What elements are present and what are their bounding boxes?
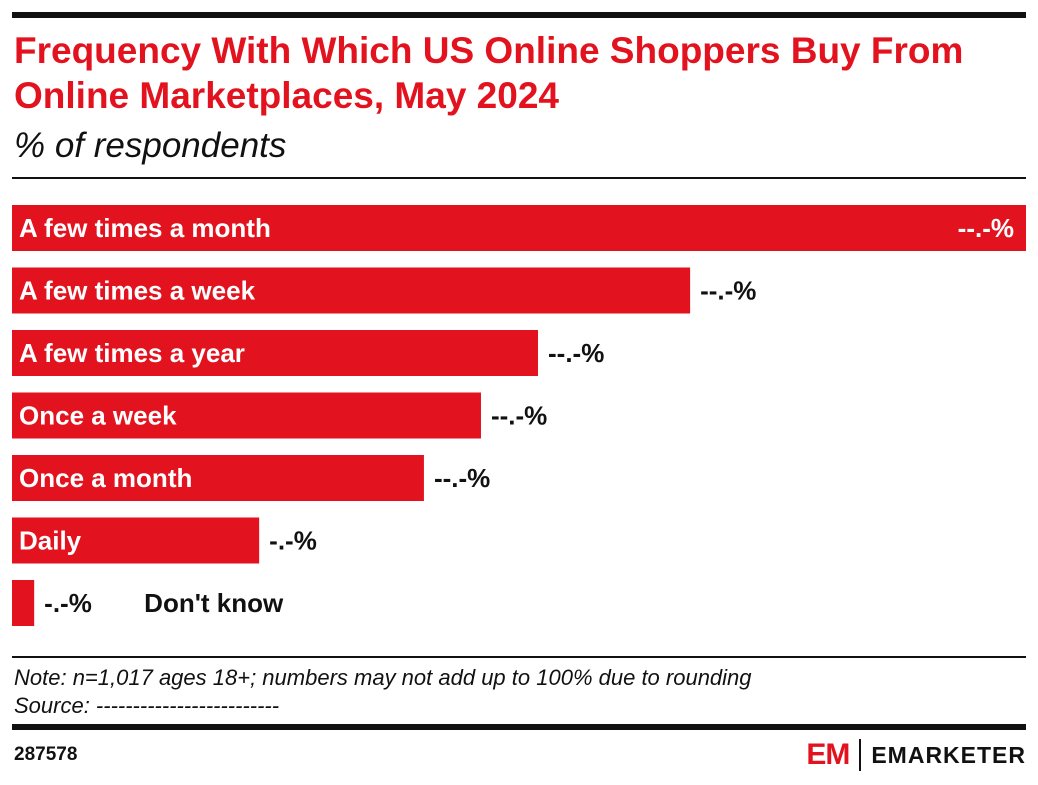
bar bbox=[12, 455, 424, 501]
value-label: -.-% bbox=[44, 588, 92, 618]
logo-separator bbox=[859, 739, 862, 771]
value-label: --.-% bbox=[434, 463, 490, 493]
value-label: --.-% bbox=[548, 338, 604, 368]
chart-note: Note: n=1,017 ages 18+; numbers may not … bbox=[14, 665, 752, 690]
chart-title: Frequency With Which US Online Shoppers … bbox=[14, 30, 964, 116]
category-label: Once a month bbox=[19, 463, 192, 493]
top-rule bbox=[12, 12, 1026, 18]
category-label: A few times a year bbox=[19, 338, 245, 368]
value-label: --.-% bbox=[700, 276, 756, 306]
bar bbox=[12, 205, 1026, 251]
chart-source: Source: ------------------------- bbox=[14, 693, 280, 718]
bar bbox=[12, 517, 260, 564]
category-label: Once a week bbox=[19, 401, 177, 431]
category-label: Daily bbox=[19, 526, 82, 556]
title-divider bbox=[12, 177, 1026, 179]
emarketer-logo[interactable]: EM EMARKETER bbox=[806, 738, 1026, 772]
note-divider bbox=[12, 656, 1026, 658]
chart-id: 287578 bbox=[14, 744, 78, 765]
category-label: Don't know bbox=[144, 588, 284, 618]
category-label: A few times a week bbox=[19, 276, 256, 306]
bar bbox=[12, 580, 35, 626]
bar-chart: A few times a month --.-% A few times a we… bbox=[12, 205, 1026, 626]
logo-wordmark: EMARKETER bbox=[871, 741, 1026, 768]
value-label: --.-% bbox=[491, 401, 547, 431]
category-label: A few times a month bbox=[19, 213, 271, 243]
value-label: --.-% bbox=[958, 213, 1014, 243]
bar bbox=[12, 330, 539, 376]
bottom-rule bbox=[12, 724, 1026, 730]
logo-mark: EM bbox=[806, 738, 850, 771]
bar bbox=[12, 267, 691, 314]
chart-subtitle: % of respondents bbox=[14, 126, 287, 165]
bar bbox=[12, 392, 481, 439]
value-label: -.-% bbox=[269, 526, 317, 556]
